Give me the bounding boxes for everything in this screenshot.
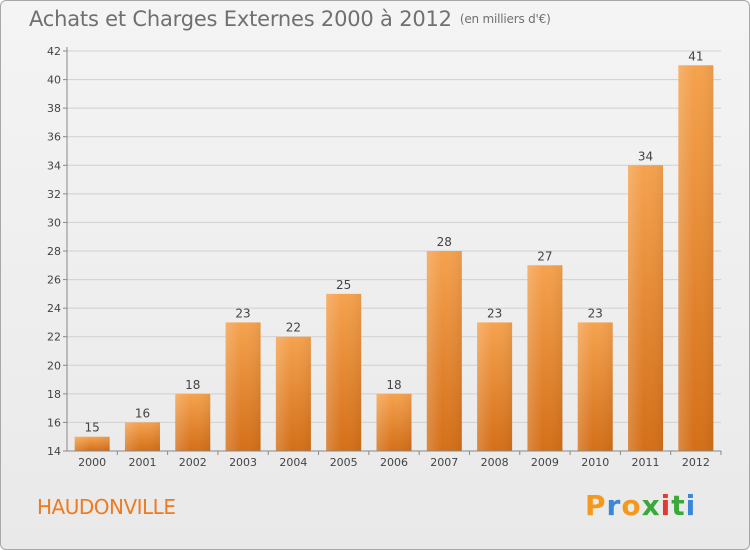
y-tick-label: 36 — [47, 131, 61, 144]
bar-shine — [376, 393, 412, 451]
bar-shine — [527, 265, 563, 451]
x-tick-label: 2010 — [581, 456, 609, 469]
x-tick-label: 2004 — [279, 456, 307, 469]
bar-value-label: 18 — [185, 378, 200, 392]
bar-value-label: 25 — [336, 278, 351, 292]
x-tick-label: 2008 — [481, 456, 509, 469]
logo-letter: o — [621, 489, 642, 522]
x-tick-label: 2011 — [632, 456, 660, 469]
x-tick-label: 2000 — [78, 456, 106, 469]
axes: 14 16 18 20 22 24 26 28 30 32 34 36 38 40 42 2000 2001 20… — [47, 45, 722, 469]
bars: 15 16 18 23 22 25 18 28 23 27 23 34 41 — [74, 49, 714, 452]
bar-value-label: 18 — [386, 378, 401, 392]
bar-value-label: 23 — [487, 306, 502, 320]
bar-shine — [326, 293, 362, 451]
bar-value-label: 28 — [437, 235, 452, 249]
chart-title-text: Achats et Charges Externes 2000 à 2012 — [29, 7, 452, 31]
y-tick-label: 42 — [47, 45, 61, 58]
logo-letter: r — [606, 489, 622, 522]
bar-value-label: 15 — [85, 421, 100, 435]
x-tick-label: 2005 — [330, 456, 358, 469]
y-tick-label: 22 — [47, 331, 61, 344]
y-tick-label: 24 — [47, 302, 61, 315]
bar-shine — [225, 322, 261, 451]
bar-shine — [477, 322, 513, 451]
y-tick-label: 28 — [47, 245, 61, 258]
chart-unit: (en milliers d'€) — [459, 12, 551, 26]
x-tick-label: 2007 — [430, 456, 458, 469]
proxiti-logo: Proxiti — [585, 489, 696, 522]
bar-value-label: 34 — [638, 149, 653, 163]
x-tick-label: 2006 — [380, 456, 408, 469]
bar-shine — [74, 436, 110, 451]
bar-shine — [175, 393, 211, 451]
bar-value-label: 23 — [235, 306, 250, 320]
logo-letter: t — [671, 489, 686, 522]
bar-value-label: 23 — [588, 306, 603, 320]
y-tick-label: 18 — [47, 388, 61, 401]
logo-letter: P — [585, 489, 607, 522]
y-tick-label: 30 — [47, 216, 61, 229]
logo-letter: i — [660, 489, 672, 522]
x-tick-label: 2012 — [682, 456, 710, 469]
y-tick-label: 38 — [47, 102, 61, 115]
y-tick-label: 26 — [47, 274, 61, 287]
y-tick-label: 20 — [47, 359, 61, 372]
y-tick-label: 14 — [47, 445, 61, 458]
bar-value-label: 27 — [537, 249, 552, 263]
bar-shine — [628, 165, 664, 452]
y-tick-label: 32 — [47, 188, 61, 201]
x-tick-label: 2001 — [128, 456, 156, 469]
bar-value-label: 22 — [286, 321, 301, 335]
commune-name: HAUDONVILLE — [37, 495, 176, 519]
bar-value-label: 16 — [135, 406, 150, 420]
logo-letter: i — [685, 489, 697, 522]
chart-title: Achats et Charges Externes 2000 à 2012 (e… — [29, 7, 551, 31]
x-tick-label: 2009 — [531, 456, 559, 469]
y-tick-label: 16 — [47, 416, 61, 429]
bar-shine — [124, 422, 160, 451]
bar-shine — [678, 65, 714, 452]
bar-shine — [577, 322, 613, 451]
x-tick-label: 2002 — [179, 456, 207, 469]
bar-value-label: 41 — [688, 49, 703, 63]
x-tick-label: 2003 — [229, 456, 257, 469]
y-tick-label: 34 — [47, 159, 61, 172]
bar-shine — [426, 251, 462, 451]
y-tick-label: 40 — [47, 74, 61, 87]
logo-letter: x — [641, 489, 661, 522]
bar-shine — [275, 336, 311, 451]
